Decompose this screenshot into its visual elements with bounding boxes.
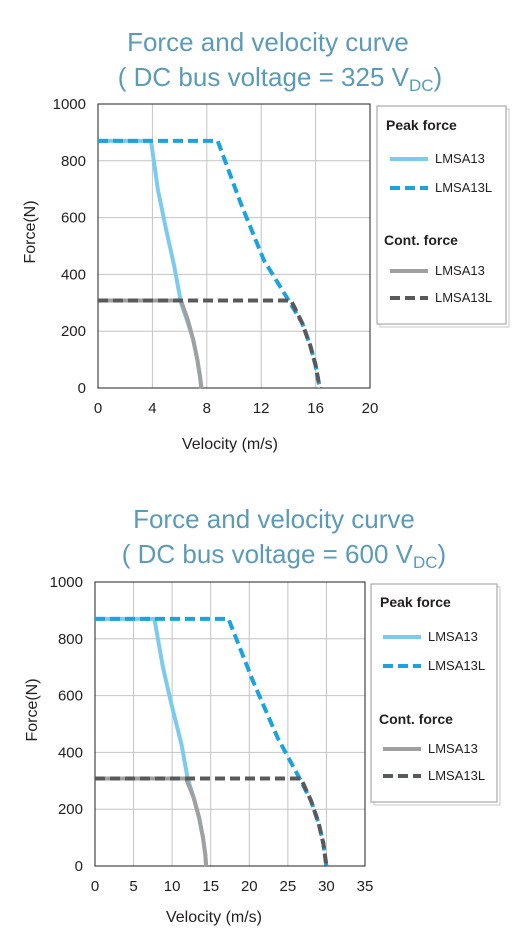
chart-2: Force and velocity curve ( DC bus voltag… [24,504,501,926]
chart-2-x-axis-label: Velocity (m/s) [166,909,262,926]
chart-1-gridlines [98,104,370,388]
chart-1-title-line1: Force and velocity curve [127,27,409,57]
x-tick-label: 30 [318,878,335,895]
chart-1-legend-label-peak-lmsa13l: LMSA13L [435,180,492,195]
series-line-cont-lmsa13l [98,298,322,389]
x-tick-label: 0 [94,400,102,417]
x-tick-label: 4 [148,400,156,417]
y-tick-label: 800 [58,631,83,648]
x-tick-label: 16 [307,400,324,417]
chart-2-legend-label-cont-lmsa13l: LMSA13L [428,768,485,783]
chart-1-title-line2-prefix: ( DC bus voltage = 325 V [118,62,410,92]
chart-2-legend-label-peak-lmsa13: LMSA13 [428,629,478,644]
x-tick-label: 12 [253,400,270,417]
chart-1-legend: Peak force LMSA13 LMSA13L Cont. force LM… [376,105,510,328]
y-tick-label: 600 [58,688,83,705]
chart-1-legend-box [376,105,507,325]
y-tick-label: 400 [61,266,86,283]
chart-1-legend-label-cont-lmsa13: LMSA13 [435,263,485,278]
chart-2-title-line2-suffix: ) [438,539,447,569]
y-tick-label: 200 [58,801,83,818]
x-tick-label: 0 [91,878,99,895]
chart-2-series [95,616,329,867]
y-tick-label: 1000 [50,574,83,591]
chart-1-title-line2-suffix: ) [434,62,443,92]
chart-2-legend-heading-cont: Cont. force [379,711,453,727]
chart-2-legend-label-cont-lmsa13: LMSA13 [428,741,478,756]
series-line-peak-lmsa13 [95,616,209,867]
x-tick-label: 8 [203,400,211,417]
y-tick-label: 400 [58,744,83,761]
chart-1-y-axis-label: Force(N) [22,200,39,263]
y-tick-label: 600 [61,210,86,227]
chart-1-y-tick-labels: 0 200 400 600 800 1000 [53,96,86,397]
x-tick-label: 20 [362,400,379,417]
y-tick-label: 800 [61,153,86,170]
x-tick-label: 35 [357,878,374,895]
chart-2-y-axis-label: Force(N) [24,678,41,741]
x-tick-label: 20 [241,878,258,895]
chart-2-title-line2-prefix: ( DC bus voltage = 600 V [122,539,414,569]
chart-1-plot-frame [97,103,371,389]
chart-1-series [98,138,322,389]
chart-1-legend-heading-peak: Peak force [386,117,457,133]
chart-2-legend-label-peak-lmsa13l: LMSA13L [428,658,485,673]
series-line-cont-lmsa13 [98,298,204,389]
chart-1: Force and velocity curve ( DC bus voltag… [22,27,510,453]
series-line-cont-lmsa13l [95,776,329,867]
chart-2-gridlines [95,582,365,866]
chart-2-legend-heading-peak: Peak force [380,594,451,610]
x-tick-label: 5 [129,878,137,895]
y-tick-label: 1000 [53,96,86,113]
chart-1-title-subscript: DC [409,76,434,95]
series-line-peak-lmsa13 [98,138,204,389]
chart-1-x-tick-labels: 0 4 8 12 16 20 [94,400,379,417]
x-tick-label: 25 [280,878,297,895]
chart-2-x-tick-labels: 0 5 10 15 20 25 30 35 [91,878,374,895]
chart-2-title-subscript: DC [413,553,438,572]
chart-1-title-line2: ( DC bus voltage = 325 VDC) [118,62,442,95]
chart-1-x-axis-label: Velocity (m/s) [182,436,278,453]
x-tick-label: 10 [164,878,181,895]
chart-1-legend-label-cont-lmsa13l: LMSA13L [435,290,492,305]
chart-2-legend: Peak force LMSA13 LMSA13L Cont. force LM… [370,583,501,806]
series-line-cont-lmsa13 [95,776,209,867]
chart-2-title-line1: Force and velocity curve [133,504,415,534]
y-tick-label: 200 [61,323,86,340]
y-tick-label: 0 [78,380,86,397]
chart-2-y-tick-labels: 0 200 400 600 800 1000 [50,574,83,875]
series-line-peak-lmsa13l [98,138,322,389]
chart-1-legend-label-peak-lmsa13: LMSA13 [435,151,485,166]
x-tick-label: 15 [202,878,219,895]
y-tick-label: 0 [75,858,83,875]
chart-2-title-line2: ( DC bus voltage = 600 VDC) [122,539,446,572]
chart-1-legend-heading-cont: Cont. force [384,232,458,248]
chart-2-legend-box [370,583,498,803]
chart-2-plot-frame [94,581,366,867]
